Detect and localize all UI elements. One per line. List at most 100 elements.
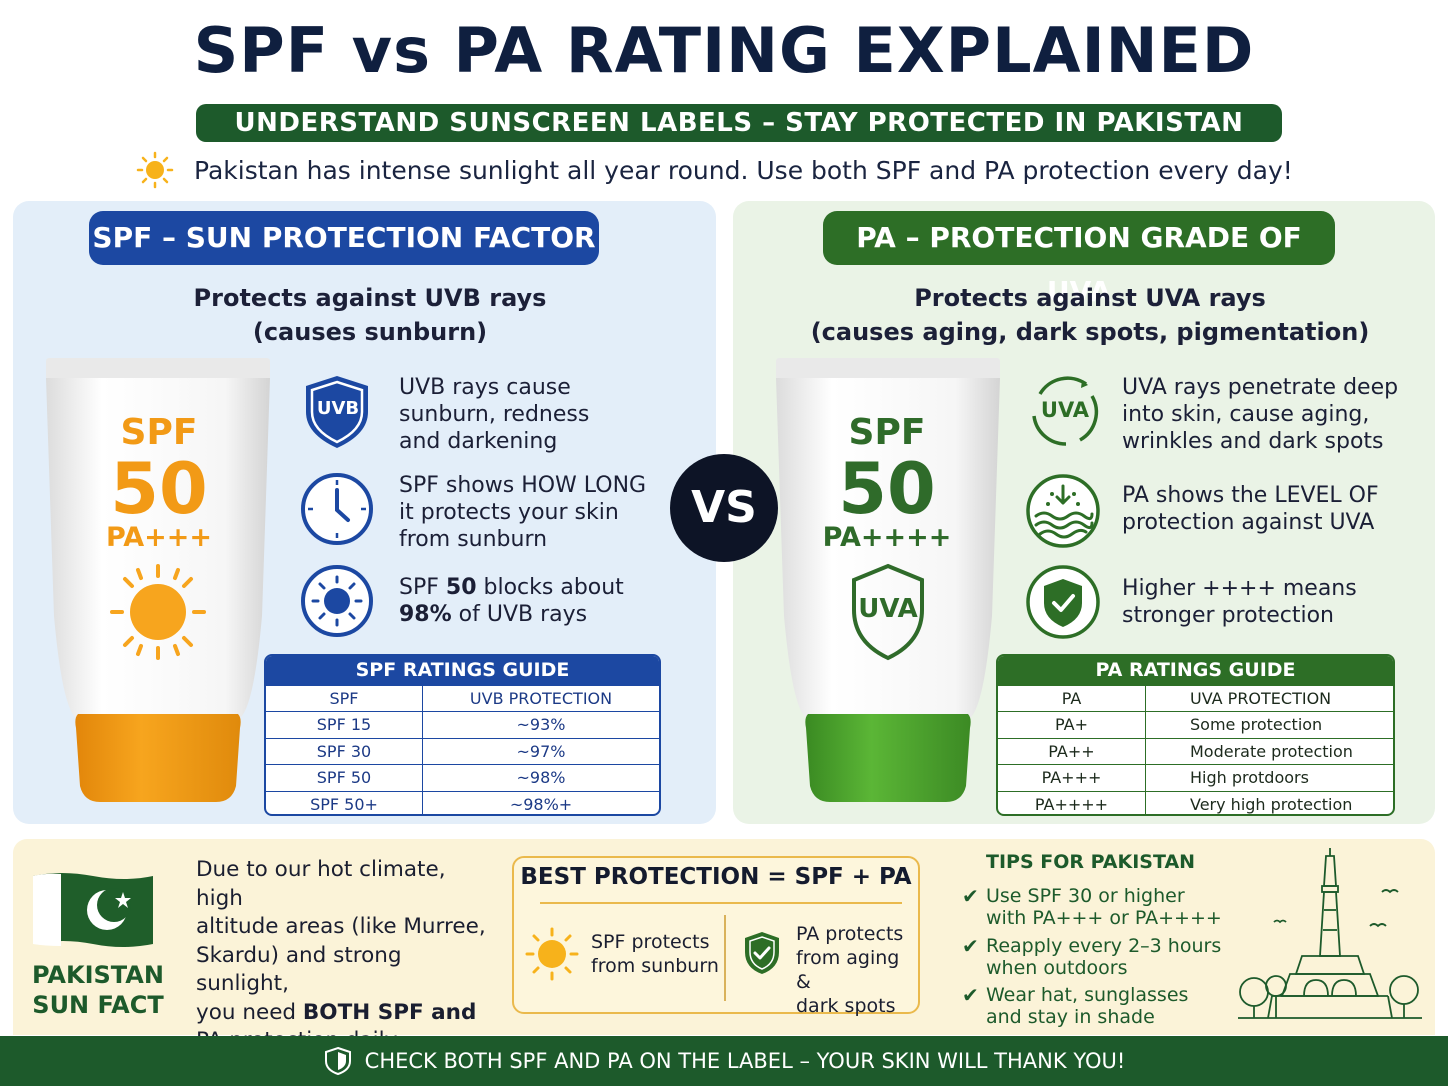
pa-tube-number: 50: [838, 448, 936, 530]
spf-feature-2-line1: SPF shows HOW LONG: [399, 473, 647, 498]
table-header-spf: SPF: [266, 686, 423, 712]
table-header-row: PA UVA PROTECTION: [998, 685, 1393, 712]
list-item: ✔ Use SPF 30 or higher with PA+++ or PA+…: [962, 885, 1242, 929]
spf-feature-3: SPF 50 blocks about 98% of UVB rays: [399, 574, 659, 628]
sun-icon: [110, 564, 206, 660]
spf-feature-2-line3: from sunburn: [399, 527, 548, 552]
pakistan-fact-description: Due to our hot climate, high altitude ar…: [196, 856, 496, 1056]
list-item: ✔ Reapply every 2–3 hours when outdoors: [962, 935, 1242, 979]
table-cell: PA++: [998, 738, 1146, 765]
summary-line: PA protects: [796, 923, 904, 945]
table-cell: SPF 30: [266, 738, 423, 765]
summary-line: from aging &: [796, 947, 900, 993]
pa-feature-3-line1: Higher ++++ means: [1122, 576, 1357, 601]
intro-line: Pakistan has intense sunlight all year r…: [130, 150, 1330, 190]
footer-banner: CHECK BOTH SPF AND PA ON THE LABEL – YOU…: [0, 1036, 1448, 1086]
sun-icon: [136, 151, 174, 189]
pakistan-sun-fact-title: PAKISTAN SUN FACT: [28, 960, 168, 1020]
table-cell: PA++++: [998, 791, 1146, 814]
spf-feature-1-line2: sunburn, redness: [399, 402, 590, 427]
tip-line: Reapply every 2–3 hours: [986, 935, 1222, 957]
table-cell: PA+++: [998, 765, 1146, 791]
spf-ratings-table: SPF RATINGS GUIDE SPF UVB PROTECTION SPF…: [264, 654, 661, 816]
pa-protects: Protects against UVA rays (causes aging,…: [800, 281, 1380, 349]
spf-protects-line2: (causes sunburn): [252, 318, 488, 346]
desc-line-emphasis: BOTH SPF and: [302, 999, 477, 1025]
clock-icon: [301, 473, 373, 545]
pa-feature-1: UVA rays penetrate deep into skin, cause…: [1122, 374, 1422, 455]
uva-badge-text: UVA: [1040, 398, 1090, 422]
minar-e-pakistan-illustration: [1238, 848, 1422, 1019]
spf-feature-3-prefix: SPF: [399, 575, 446, 600]
table-header-row: SPF UVB PROTECTION: [266, 685, 659, 712]
table-cell: ~97%: [516, 741, 566, 761]
tip-line: Use SPF 30 or higher: [986, 885, 1185, 907]
desc-line-prefix: you need: [196, 999, 303, 1025]
best-protection-title: BEST PROTECTION = SPF + PA: [520, 864, 912, 890]
table-cell: ~98%+: [509, 794, 573, 814]
table-cell: High protdoors: [1190, 768, 1309, 788]
table-cell: SPF 50+: [266, 791, 423, 814]
table-cell: ~98%: [516, 768, 566, 788]
tip-line: Wear hat, sunglasses: [986, 984, 1189, 1006]
tips-title: TIPS FOR PAKISTAN: [986, 851, 1196, 873]
table-row: SPF 50 ~98%: [266, 764, 659, 791]
check-icon: ✔: [962, 934, 979, 958]
intro-text: Pakistan has intense sunlight all year r…: [194, 155, 1293, 185]
spf-tube-number: 50: [110, 448, 208, 530]
list-item: ✔ Wear hat, sunglasses and stay in shade: [962, 984, 1242, 1028]
desc-line: you need BOTH SPF and: [196, 999, 496, 1028]
pa-feature-3: Higher ++++ means stronger protection: [1122, 575, 1422, 629]
pa-feature-1-line3: wrinkles and dark spots: [1122, 429, 1384, 454]
table-cell: ~93%: [516, 715, 566, 735]
page-title: SPF vs PA RATING EXPLAINED: [193, 14, 1255, 87]
sun-icon: [525, 927, 579, 981]
pa-feature-2-line1: PA shows the LEVEL OF: [1122, 483, 1379, 508]
table-header-uvb: UVB PROTECTION: [469, 689, 613, 708]
table-row: PA+++ High protdoors: [998, 764, 1393, 791]
spf-feature-1: UVB rays cause sunburn, redness and dark…: [399, 374, 659, 455]
pa-tube-label: SPF: [848, 412, 926, 453]
table-cell: Moderate protection: [1190, 741, 1353, 761]
table-cell: SPF 15: [266, 712, 423, 738]
table-cell: SPF 50: [266, 765, 423, 791]
pa-table-title: PA RATINGS GUIDE: [998, 656, 1393, 685]
table-cell: Very high protection: [1190, 794, 1353, 814]
fact-title-line2: SUN FACT: [32, 991, 164, 1019]
summary-line: dark spots: [796, 995, 896, 1017]
spf-feature-1-line3: and darkening: [399, 429, 558, 454]
tip-text: Wear hat, sunglasses and stay in shade: [986, 984, 1188, 1028]
desc-line: Skardu) and strong sunlight,: [196, 942, 402, 997]
spf-heading-pill: SPF – SUN PROTECTION FACTOR: [89, 211, 599, 265]
tip-text: Reapply every 2–3 hours when outdoors: [986, 935, 1221, 979]
table-row: SPF 30 ~97%: [266, 737, 659, 765]
spf-sunscreen-tube: [46, 358, 270, 802]
tip-line: with PA+++ or PA++++: [986, 907, 1222, 929]
spf-feature-3-percent: 98%: [399, 602, 452, 627]
desc-line: Due to our hot climate, high: [196, 857, 446, 911]
table-row: PA++++ Very high protection: [998, 790, 1393, 814]
pa-protects-line2: (causes aging, dark spots, pigmentation): [810, 318, 1370, 346]
spf-tube-label: SPF: [120, 412, 198, 453]
pa-feature-2: PA shows the LEVEL OF protection against…: [1122, 482, 1422, 536]
best-protection-box: [512, 856, 920, 1014]
footer-text: CHECK BOTH SPF AND PA ON THE LABEL – YOU…: [364, 1049, 1126, 1073]
table-row: SPF 50+ ~98%+: [266, 790, 659, 814]
spf-tube-pa: PA+++: [105, 522, 213, 553]
check-icon: ✔: [962, 983, 979, 1007]
spf-table-title: SPF RATINGS GUIDE: [266, 656, 659, 685]
pa-feature-2-line2: protection against UVA: [1122, 510, 1375, 535]
summary-line: from sunburn: [591, 955, 719, 977]
spf-feature-3-line1: SPF 50 blocks about: [399, 574, 659, 601]
waves-icon: [1026, 474, 1100, 548]
pa-protects-summary: PA protects from aging & dark spots: [796, 922, 920, 1018]
uvb-badge-text: UVB: [316, 398, 360, 419]
divider: [724, 915, 726, 1001]
uvb-shield-icon: [306, 376, 368, 448]
shield-icon: [324, 1046, 351, 1076]
table-header-uva: UVA PROTECTION: [1190, 689, 1332, 708]
spf-protects-line1: Protects against UVB rays: [193, 284, 547, 312]
summary-line: SPF protects: [591, 931, 710, 953]
desc-line: altitude areas (like Murree,: [196, 914, 486, 939]
tip-line: when outdoors: [986, 957, 1128, 979]
